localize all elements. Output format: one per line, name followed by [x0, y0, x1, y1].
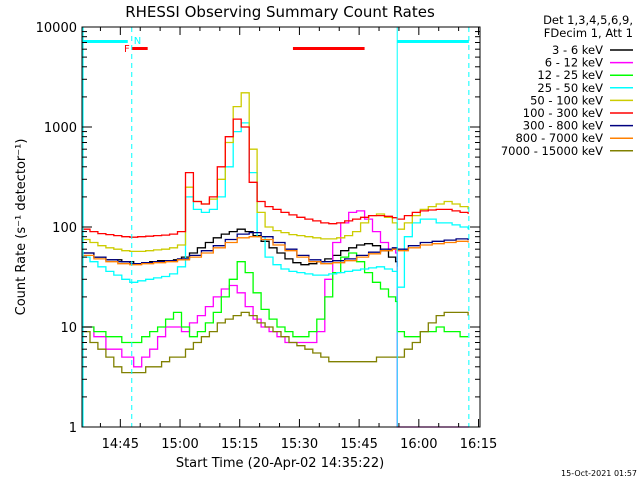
legend-label-5: 100 - 300 keV	[523, 106, 603, 120]
plot-series	[82, 92, 469, 428]
x-axis-ticks: 14:45 15:00 15:15 15:30 15:45 16:00 16:15	[99, 27, 497, 452]
night-bar-0	[82, 40, 128, 43]
flare-label: F	[124, 44, 130, 55]
legend-header-line-1: Det 1,3,4,5,6,9,	[543, 13, 633, 27]
night-bar-1	[397, 40, 469, 43]
legend-label-8: 7000 - 15000 keV	[501, 144, 603, 158]
legend-label-4: 50 - 100 keV	[530, 93, 603, 107]
series-line-2	[82, 252, 469, 344]
y-tick-label-2: 100	[52, 221, 77, 236]
y-axis-label: Count Rate (s⁻¹ detector⁻¹)	[14, 139, 29, 316]
x-tick-label-5: 16:00	[400, 437, 437, 452]
x-axis-label: Start Time (20-Apr-02 14:35:22)	[176, 456, 384, 471]
y-tick-label-3: 1000	[44, 121, 77, 136]
legend-label-7: 800 - 7000 keV	[515, 131, 603, 145]
flare-bar-0	[131, 47, 148, 50]
x-tick-label-6: 16:15	[460, 437, 497, 452]
x-tick-label-3: 15:30	[281, 437, 318, 452]
legend-label-3: 25 - 50 keV	[537, 81, 603, 95]
legend-label-6: 300 - 800 keV	[523, 119, 603, 133]
flare-bar-1	[292, 47, 365, 50]
legend-header-line-2: FDecim 1, Att 1	[544, 26, 633, 40]
series-line-3	[82, 122, 469, 288]
series-line-8	[82, 311, 469, 374]
y-tick-label-0: 1	[69, 421, 77, 436]
legend-label-0: 3 - 6 keV	[552, 43, 603, 57]
x-tick-label-0: 14:45	[102, 437, 139, 452]
x-tick-label-2: 15:15	[221, 437, 258, 452]
legend: Det 1,3,4,5,6,9, FDecim 1, Att 1 3 - 6 k…	[501, 13, 633, 158]
series-line-4	[82, 92, 469, 253]
footer-date: 15-Oct-2021 01:57	[561, 469, 637, 478]
chart-title: RHESSI Observing Summary Count Rates	[125, 3, 435, 21]
y-tick-label-4: 10000	[36, 21, 77, 36]
legend-label-1: 6 - 12 keV	[545, 56, 603, 70]
series-line-5	[82, 118, 469, 238]
night-label: N	[134, 36, 141, 47]
y-axis-ticks: 1 10 100 1000 10000	[36, 21, 480, 436]
x-tick-label-1: 15:00	[161, 437, 198, 452]
plot-annotations: NF	[82, 27, 470, 427]
series-line-7	[82, 236, 469, 266]
legend-label-2: 12 - 25 keV	[537, 68, 603, 82]
y-tick-label-1: 10	[60, 321, 77, 336]
x-tick-label-4: 15:45	[340, 437, 377, 452]
